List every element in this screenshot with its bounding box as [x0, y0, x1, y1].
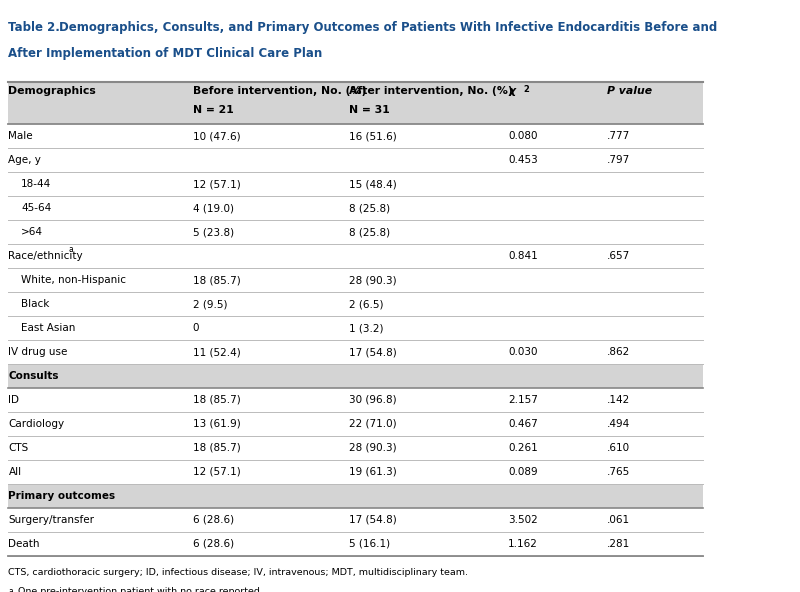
Text: Table 2.: Table 2.: [9, 21, 60, 34]
Text: 10 (47.6): 10 (47.6): [193, 131, 240, 141]
Text: Age, y: Age, y: [9, 155, 42, 165]
Text: 8 (25.8): 8 (25.8): [349, 203, 390, 213]
Bar: [9, 364, 703, 388]
Bar: [9, 82, 703, 124]
Text: >64: >64: [22, 227, 43, 237]
Text: Consults: Consults: [9, 371, 59, 381]
Text: Primary outcomes: Primary outcomes: [9, 491, 116, 501]
Text: ID: ID: [9, 395, 19, 405]
Text: 2 (6.5): 2 (6.5): [349, 299, 383, 309]
Text: Before intervention, No. (%): Before intervention, No. (%): [193, 86, 366, 96]
Text: After intervention, No. (%): After intervention, No. (%): [349, 86, 513, 96]
Text: 3.502: 3.502: [508, 515, 538, 525]
Text: N = 31: N = 31: [349, 105, 390, 115]
Text: 1 (3.2): 1 (3.2): [349, 323, 383, 333]
Text: 1.162: 1.162: [508, 539, 538, 549]
Text: 18 (85.7): 18 (85.7): [193, 395, 241, 405]
Text: 0.467: 0.467: [508, 419, 538, 429]
Text: 0.261: 0.261: [508, 443, 538, 453]
Text: 6 (28.6): 6 (28.6): [193, 539, 234, 549]
Text: 18-44: 18-44: [22, 179, 51, 189]
Text: 22 (71.0): 22 (71.0): [349, 419, 396, 429]
Text: CTS: CTS: [9, 443, 29, 453]
Text: P value: P value: [607, 86, 653, 96]
Text: 2 (9.5): 2 (9.5): [193, 299, 227, 309]
Text: 19 (61.3): 19 (61.3): [349, 467, 397, 477]
Text: 0: 0: [193, 323, 199, 333]
Text: .142: .142: [607, 395, 630, 405]
Text: .061: .061: [607, 515, 630, 525]
Text: 0.453: 0.453: [508, 155, 538, 165]
Text: White, non-Hispanic: White, non-Hispanic: [22, 275, 126, 285]
Text: 0.030: 0.030: [508, 347, 538, 357]
Text: .777: .777: [607, 131, 630, 141]
Text: .862: .862: [607, 347, 630, 357]
Text: 28 (90.3): 28 (90.3): [349, 443, 396, 453]
Text: 8 (25.8): 8 (25.8): [349, 227, 390, 237]
Text: 13 (61.9): 13 (61.9): [193, 419, 241, 429]
Text: N = 21: N = 21: [193, 105, 234, 115]
Text: 2.157: 2.157: [508, 395, 538, 405]
Text: 18 (85.7): 18 (85.7): [193, 443, 241, 453]
Text: East Asian: East Asian: [22, 323, 76, 333]
Text: 11 (52.4): 11 (52.4): [193, 347, 241, 357]
Bar: [9, 484, 703, 508]
Text: Demographics: Demographics: [9, 86, 96, 96]
Text: Black: Black: [22, 299, 50, 309]
Text: After Implementation of MDT Clinical Care Plan: After Implementation of MDT Clinical Car…: [9, 47, 322, 60]
Text: 30 (96.8): 30 (96.8): [349, 395, 396, 405]
Text: 28 (90.3): 28 (90.3): [349, 275, 396, 285]
Text: 12 (57.1): 12 (57.1): [193, 467, 241, 477]
Text: Surgery/transfer: Surgery/transfer: [9, 515, 94, 525]
Text: .281: .281: [607, 539, 630, 549]
Text: .797: .797: [607, 155, 630, 165]
Text: 0.841: 0.841: [508, 251, 538, 261]
Text: Cardiology: Cardiology: [9, 419, 65, 429]
Text: 5 (16.1): 5 (16.1): [349, 539, 390, 549]
Text: 12 (57.1): 12 (57.1): [193, 179, 241, 189]
Text: Demographics, Consults, and Primary Outcomes of Patients With Infective Endocard: Demographics, Consults, and Primary Outc…: [58, 21, 717, 34]
Text: 18 (85.7): 18 (85.7): [193, 275, 241, 285]
Text: IV drug use: IV drug use: [9, 347, 68, 357]
Text: 17 (54.8): 17 (54.8): [349, 515, 397, 525]
Text: 5 (23.8): 5 (23.8): [193, 227, 234, 237]
Text: .610: .610: [607, 443, 630, 453]
Text: χ: χ: [508, 86, 515, 96]
Text: .765: .765: [607, 467, 630, 477]
Text: 4 (19.0): 4 (19.0): [193, 203, 234, 213]
Text: Race/ethnicity: Race/ethnicity: [9, 251, 83, 261]
Text: 17 (54.8): 17 (54.8): [349, 347, 397, 357]
Text: 45-64: 45-64: [22, 203, 51, 213]
Text: Death: Death: [9, 539, 40, 549]
Text: 15 (48.4): 15 (48.4): [349, 179, 397, 189]
Text: .494: .494: [607, 419, 630, 429]
Text: a: a: [9, 587, 14, 592]
Text: a: a: [68, 245, 73, 254]
Text: 0.080: 0.080: [508, 131, 538, 141]
Text: 16 (51.6): 16 (51.6): [349, 131, 397, 141]
Text: CTS, cardiothoracic surgery; ID, infectious disease; IV, intravenous; MDT, multi: CTS, cardiothoracic surgery; ID, infecti…: [9, 568, 469, 577]
Text: One pre-intervention patient with no race reported.: One pre-intervention patient with no rac…: [18, 587, 262, 592]
Text: All: All: [9, 467, 22, 477]
Text: 0.089: 0.089: [508, 467, 538, 477]
Text: .657: .657: [607, 251, 630, 261]
Text: Male: Male: [9, 131, 33, 141]
Text: 6 (28.6): 6 (28.6): [193, 515, 234, 525]
Text: 2: 2: [523, 85, 529, 94]
